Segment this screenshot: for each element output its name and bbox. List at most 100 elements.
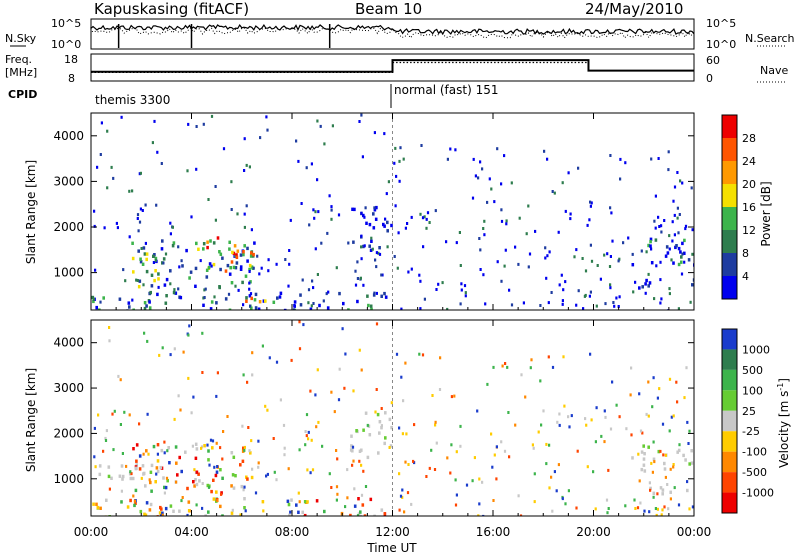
heatmap-cell — [180, 259, 183, 263]
heatmap-cell — [306, 468, 309, 472]
colorbar-swatch — [722, 410, 737, 432]
heatmap-cell — [192, 480, 195, 484]
heatmap-cell — [154, 258, 157, 262]
heatmap-cell — [249, 304, 252, 308]
heatmap-cell — [478, 502, 481, 506]
heatmap-cell — [169, 282, 172, 286]
heatmap-cell — [107, 474, 111, 479]
heatmap-cell — [162, 476, 165, 480]
heatmap-cell — [98, 308, 101, 310]
heatmap-cell — [654, 194, 657, 198]
heatmap-cell — [289, 510, 292, 514]
heatmap-cell — [654, 226, 657, 230]
heatmap-cell — [195, 503, 198, 507]
heatmap-cell — [316, 368, 319, 372]
freq-trace — [91, 59, 694, 73]
heatmap-cell — [190, 411, 193, 415]
heatmap-cell — [529, 366, 532, 370]
heatmap-cell — [219, 252, 223, 256]
heatmap-cell — [150, 284, 154, 288]
heatmap-cell — [182, 350, 185, 354]
heatmap-cell — [590, 259, 594, 263]
heatmap-cell — [226, 415, 229, 418]
heatmap-cell — [351, 207, 354, 211]
heatmap-cell — [647, 243, 650, 248]
heatmap-cell — [407, 270, 410, 274]
heatmap-cell — [650, 261, 654, 265]
heatmap-cell — [419, 279, 422, 283]
heatmap-cell — [672, 463, 675, 466]
heatmap-cell — [647, 380, 650, 384]
heatmap-cell — [310, 438, 313, 442]
heatmap-cell — [386, 220, 389, 225]
heatmap-cell — [518, 216, 521, 220]
heatmap-cell — [233, 244, 237, 248]
heatmap-cell — [577, 166, 580, 170]
heatmap-cell — [454, 503, 458, 507]
heatmap-cell — [137, 285, 141, 289]
y-tick-label: 4000 — [53, 129, 84, 143]
heatmap-cell — [244, 274, 248, 278]
nsearch-tick-bottom: 10^0 — [706, 38, 736, 51]
heatmap-cell — [595, 406, 598, 410]
heatmap-cell — [474, 174, 477, 178]
power-heatmap — [91, 113, 694, 310]
heatmap-cell — [204, 287, 207, 291]
heatmap-cell — [192, 395, 195, 399]
velocity-colorbar-tick: -1000 — [742, 487, 774, 500]
heatmap-cell — [221, 256, 224, 260]
heatmap-cell — [658, 387, 661, 391]
heatmap-cell — [161, 346, 164, 350]
heatmap-cell — [151, 141, 154, 145]
heatmap-cell — [309, 389, 312, 393]
heatmap-cell — [390, 401, 393, 405]
heatmap-cell — [330, 486, 333, 489]
heatmap-cell — [471, 479, 474, 483]
heatmap-cell — [645, 250, 648, 254]
heatmap-cell — [644, 282, 647, 286]
heatmap-cell — [158, 353, 161, 357]
heatmap-cell — [100, 121, 103, 125]
heatmap-cell — [384, 436, 387, 440]
heatmap-cell — [239, 265, 243, 269]
heatmap-cell — [655, 513, 658, 516]
heatmap-cell — [519, 514, 523, 516]
heatmap-cell — [359, 276, 362, 280]
heatmap-cell — [577, 289, 580, 293]
heatmap-cell — [152, 254, 155, 258]
heatmap-cell — [279, 291, 283, 295]
heatmap-cell — [370, 236, 373, 240]
heatmap-cell — [173, 347, 176, 351]
heatmap-cell — [309, 307, 313, 310]
heatmap-cell — [375, 291, 378, 295]
heatmap-cell — [555, 489, 558, 493]
power-colorbar-label: Power [dB] — [759, 181, 773, 246]
heatmap-cell — [388, 446, 391, 449]
heatmap-cell — [399, 494, 403, 498]
power-colorbar-tick: 28 — [742, 132, 756, 145]
heatmap-cell — [375, 251, 378, 255]
heatmap-cell — [563, 404, 566, 408]
heatmap-cell — [564, 280, 567, 284]
heatmap-cell — [459, 302, 462, 306]
heatmap-cell — [668, 429, 671, 433]
heatmap-cell — [594, 440, 597, 444]
heatmap-cell — [584, 417, 587, 421]
heatmap-cell — [404, 361, 407, 365]
heatmap-cell — [248, 270, 251, 273]
heatmap-cell — [660, 297, 663, 301]
heatmap-cell — [155, 472, 158, 476]
heatmap-cell — [692, 278, 694, 282]
heatmap-cell — [234, 284, 237, 288]
heatmap-cell — [135, 278, 138, 282]
heatmap-cell — [349, 513, 352, 516]
heatmap-cell — [292, 308, 296, 310]
heatmap-cell — [610, 211, 613, 215]
heatmap-cell — [546, 157, 549, 161]
heatmap-cell — [135, 443, 139, 447]
heatmap-cell — [298, 320, 301, 324]
heatmap-cell — [221, 476, 224, 480]
heatmap-cell — [110, 165, 113, 169]
heatmap-cell — [585, 423, 588, 427]
heatmap-cell — [500, 208, 503, 212]
